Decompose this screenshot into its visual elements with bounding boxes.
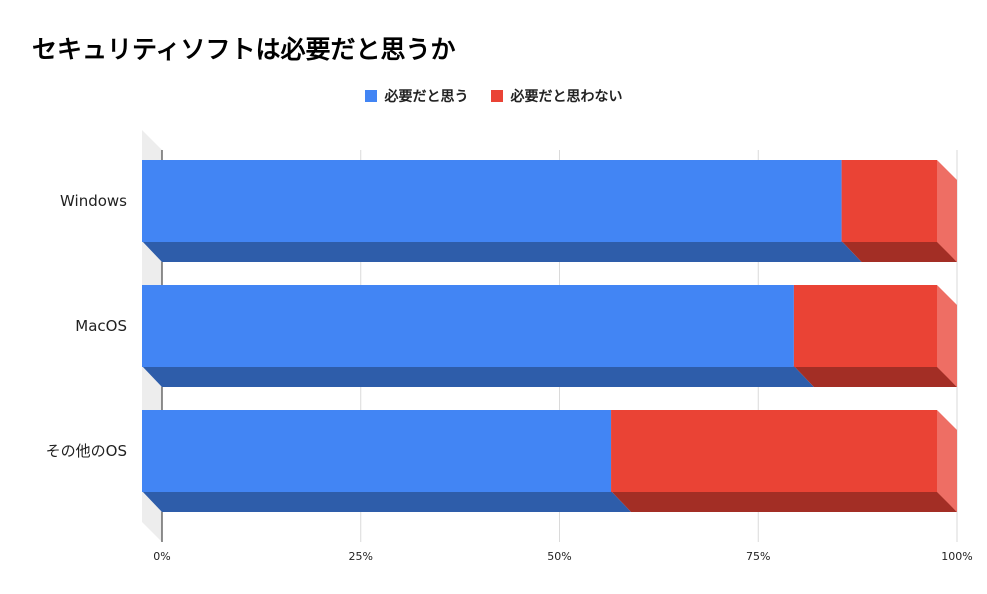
x-tick-label-0: 0% — [153, 550, 170, 563]
bar-2-series-0 — [142, 410, 612, 492]
legend-label-series-0: 必要だと思う — [384, 89, 469, 105]
bar-0-series-1 — [841, 160, 937, 242]
category-label-1: MacOS — [75, 317, 127, 335]
legend-label-series-1: 必要だと思わない — [510, 89, 623, 105]
x-tick-label-1: 25% — [349, 550, 373, 563]
legend-swatch-series-1 — [490, 90, 503, 102]
legend-item-series-0[interactable]: 必要だと思う — [364, 86, 469, 106]
bar-end-cap-0 — [937, 160, 957, 262]
bar-end-cap-2 — [937, 410, 957, 512]
bar-1-series-0 — [142, 285, 794, 367]
bar-2-series-1 — [611, 410, 937, 492]
bar-bottom-face-2-1 — [611, 491, 957, 512]
legend-item-series-1[interactable]: 必要だと思わない — [490, 86, 623, 106]
chart-title: セキュリティソフトは必要だと思うか — [32, 35, 456, 64]
bar-bottom-face-0-0 — [142, 241, 862, 262]
category-label-0: Windows — [60, 192, 127, 210]
category-label-2: その他のOS — [46, 442, 127, 460]
bar-0-series-0 — [142, 160, 842, 242]
bar-bottom-face-0-1 — [841, 241, 957, 262]
bar-bottom-face-1-1 — [793, 366, 957, 387]
x-tick-label-2: 50% — [547, 550, 571, 563]
bar-end-cap-1 — [937, 285, 957, 387]
legend-swatch-series-0 — [364, 90, 377, 102]
x-tick-label-3: 75% — [746, 550, 770, 563]
bar-1-series-1 — [793, 285, 937, 367]
bar-bottom-face-2-0 — [142, 491, 632, 512]
legend: 必要だと思う 必要だと思わない — [0, 86, 987, 106]
x-tick-label-4: 100% — [941, 550, 972, 563]
bar-bottom-face-1-0 — [142, 366, 814, 387]
